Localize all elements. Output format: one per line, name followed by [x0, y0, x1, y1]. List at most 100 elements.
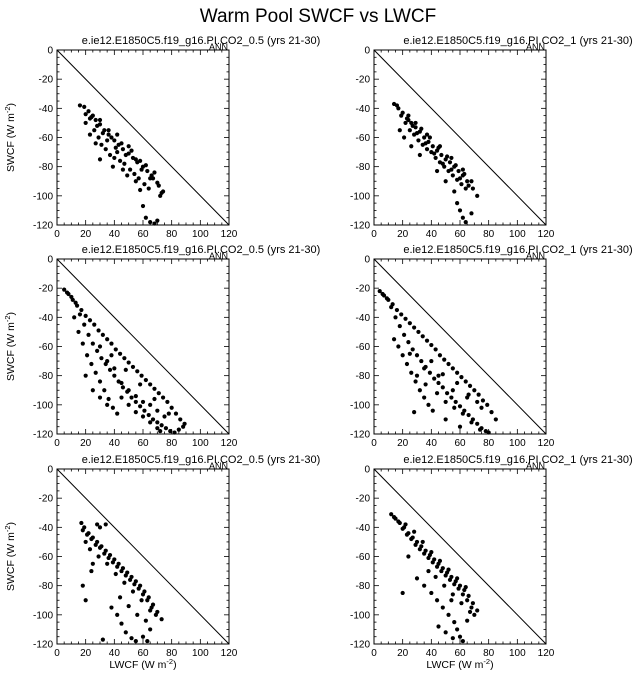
- data-point: [155, 420, 160, 425]
- x-tick-label: 80: [166, 229, 178, 240]
- x-tick-label: 60: [454, 229, 466, 240]
- data-point: [480, 398, 486, 403]
- data-point: [140, 399, 146, 405]
- data-point: [115, 132, 120, 137]
- data-point: [95, 123, 100, 128]
- data-point: [82, 104, 87, 109]
- season-label: ANN: [209, 42, 228, 52]
- data-point: [140, 592, 146, 597]
- data-point: [452, 189, 457, 194]
- data-point: [409, 536, 414, 542]
- data-point: [403, 522, 408, 527]
- data-point: [150, 417, 156, 422]
- data-point: [459, 182, 464, 187]
- data-point: [450, 173, 455, 178]
- data-point: [410, 123, 415, 128]
- data-point: [152, 396, 157, 402]
- y-tick-label: -80: [39, 371, 54, 382]
- reference-line: [56, 468, 230, 645]
- data-point: [93, 141, 98, 146]
- data-point: [459, 601, 464, 606]
- panel-3: e.ie12.E1850C5.f19_g16.PI.CO2_0.5 (yrs 2…: [3, 244, 320, 449]
- data-point: [148, 402, 153, 407]
- y-tick-label: -20: [39, 284, 54, 295]
- data-point: [460, 592, 465, 597]
- y-axis-label: SWCF (W m-2): [3, 312, 17, 381]
- data-point: [452, 405, 457, 410]
- data-point: [466, 593, 471, 598]
- data-point: [460, 411, 465, 416]
- data-point: [146, 412, 151, 418]
- x-tick-label: 120: [221, 229, 238, 240]
- data-point: [394, 307, 400, 313]
- data-point: [120, 167, 126, 172]
- x-tick-label: 100: [192, 648, 209, 659]
- data-point: [413, 542, 418, 547]
- data-point: [447, 577, 453, 582]
- data-point: [100, 332, 105, 337]
- data-point: [389, 305, 394, 310]
- season-label: ANN: [526, 251, 545, 261]
- data-point: [105, 337, 110, 342]
- data-point: [97, 117, 103, 123]
- data-point: [466, 412, 471, 418]
- data-point: [469, 211, 474, 216]
- reference-line: [56, 258, 230, 435]
- data-point: [463, 219, 468, 225]
- y-tick-label: -80: [356, 581, 371, 592]
- data-point: [106, 555, 111, 561]
- x-tick-label: 0: [54, 648, 60, 659]
- x-tick-label: 100: [192, 438, 209, 449]
- data-point: [135, 612, 140, 617]
- y-tick-label: 0: [364, 465, 370, 476]
- x-tick-label: 60: [454, 648, 466, 659]
- data-point: [416, 329, 421, 335]
- data-point: [95, 348, 100, 353]
- data-point: [99, 142, 104, 147]
- data-point: [160, 395, 166, 400]
- data-point: [109, 341, 114, 346]
- data-point: [106, 396, 111, 402]
- plot-frame: [56, 258, 230, 435]
- data-point: [159, 423, 164, 428]
- data-point: [119, 395, 124, 400]
- x-tick-label: 100: [509, 648, 526, 659]
- data-point: [126, 360, 131, 365]
- data-point: [83, 112, 88, 117]
- data-point: [107, 367, 113, 372]
- data-point: [87, 318, 93, 323]
- x-tick-label: 0: [371, 648, 377, 659]
- data-point: [402, 135, 407, 140]
- data-point: [422, 551, 427, 556]
- x-tick-label: 60: [137, 438, 149, 449]
- data-point: [440, 161, 445, 166]
- data-point: [489, 410, 494, 415]
- y-tick-label: -80: [356, 162, 371, 173]
- x-tick-label: 0: [371, 229, 377, 240]
- data-point: [143, 163, 148, 168]
- data-point: [422, 583, 427, 588]
- data-point: [407, 321, 412, 326]
- data-point: [446, 612, 451, 617]
- data-point: [115, 612, 120, 617]
- data-point: [455, 201, 460, 206]
- data-point: [143, 618, 148, 623]
- data-point: [90, 388, 95, 393]
- data-point: [479, 405, 484, 410]
- x-tick-label: 80: [166, 648, 178, 659]
- data-point: [396, 519, 401, 524]
- data-point: [135, 369, 140, 374]
- data-point: [406, 554, 411, 559]
- data-point: [89, 568, 94, 574]
- data-point: [145, 168, 150, 174]
- x-tick-label: 40: [426, 229, 438, 240]
- data-point: [472, 388, 477, 393]
- data-point: [95, 522, 100, 527]
- data-point: [120, 147, 126, 152]
- data-point: [163, 426, 169, 431]
- data-point: [103, 147, 108, 152]
- y-tick-label: -40: [356, 523, 371, 534]
- data-point: [442, 583, 447, 588]
- data-point: [176, 427, 181, 432]
- plot-frame: [56, 49, 230, 226]
